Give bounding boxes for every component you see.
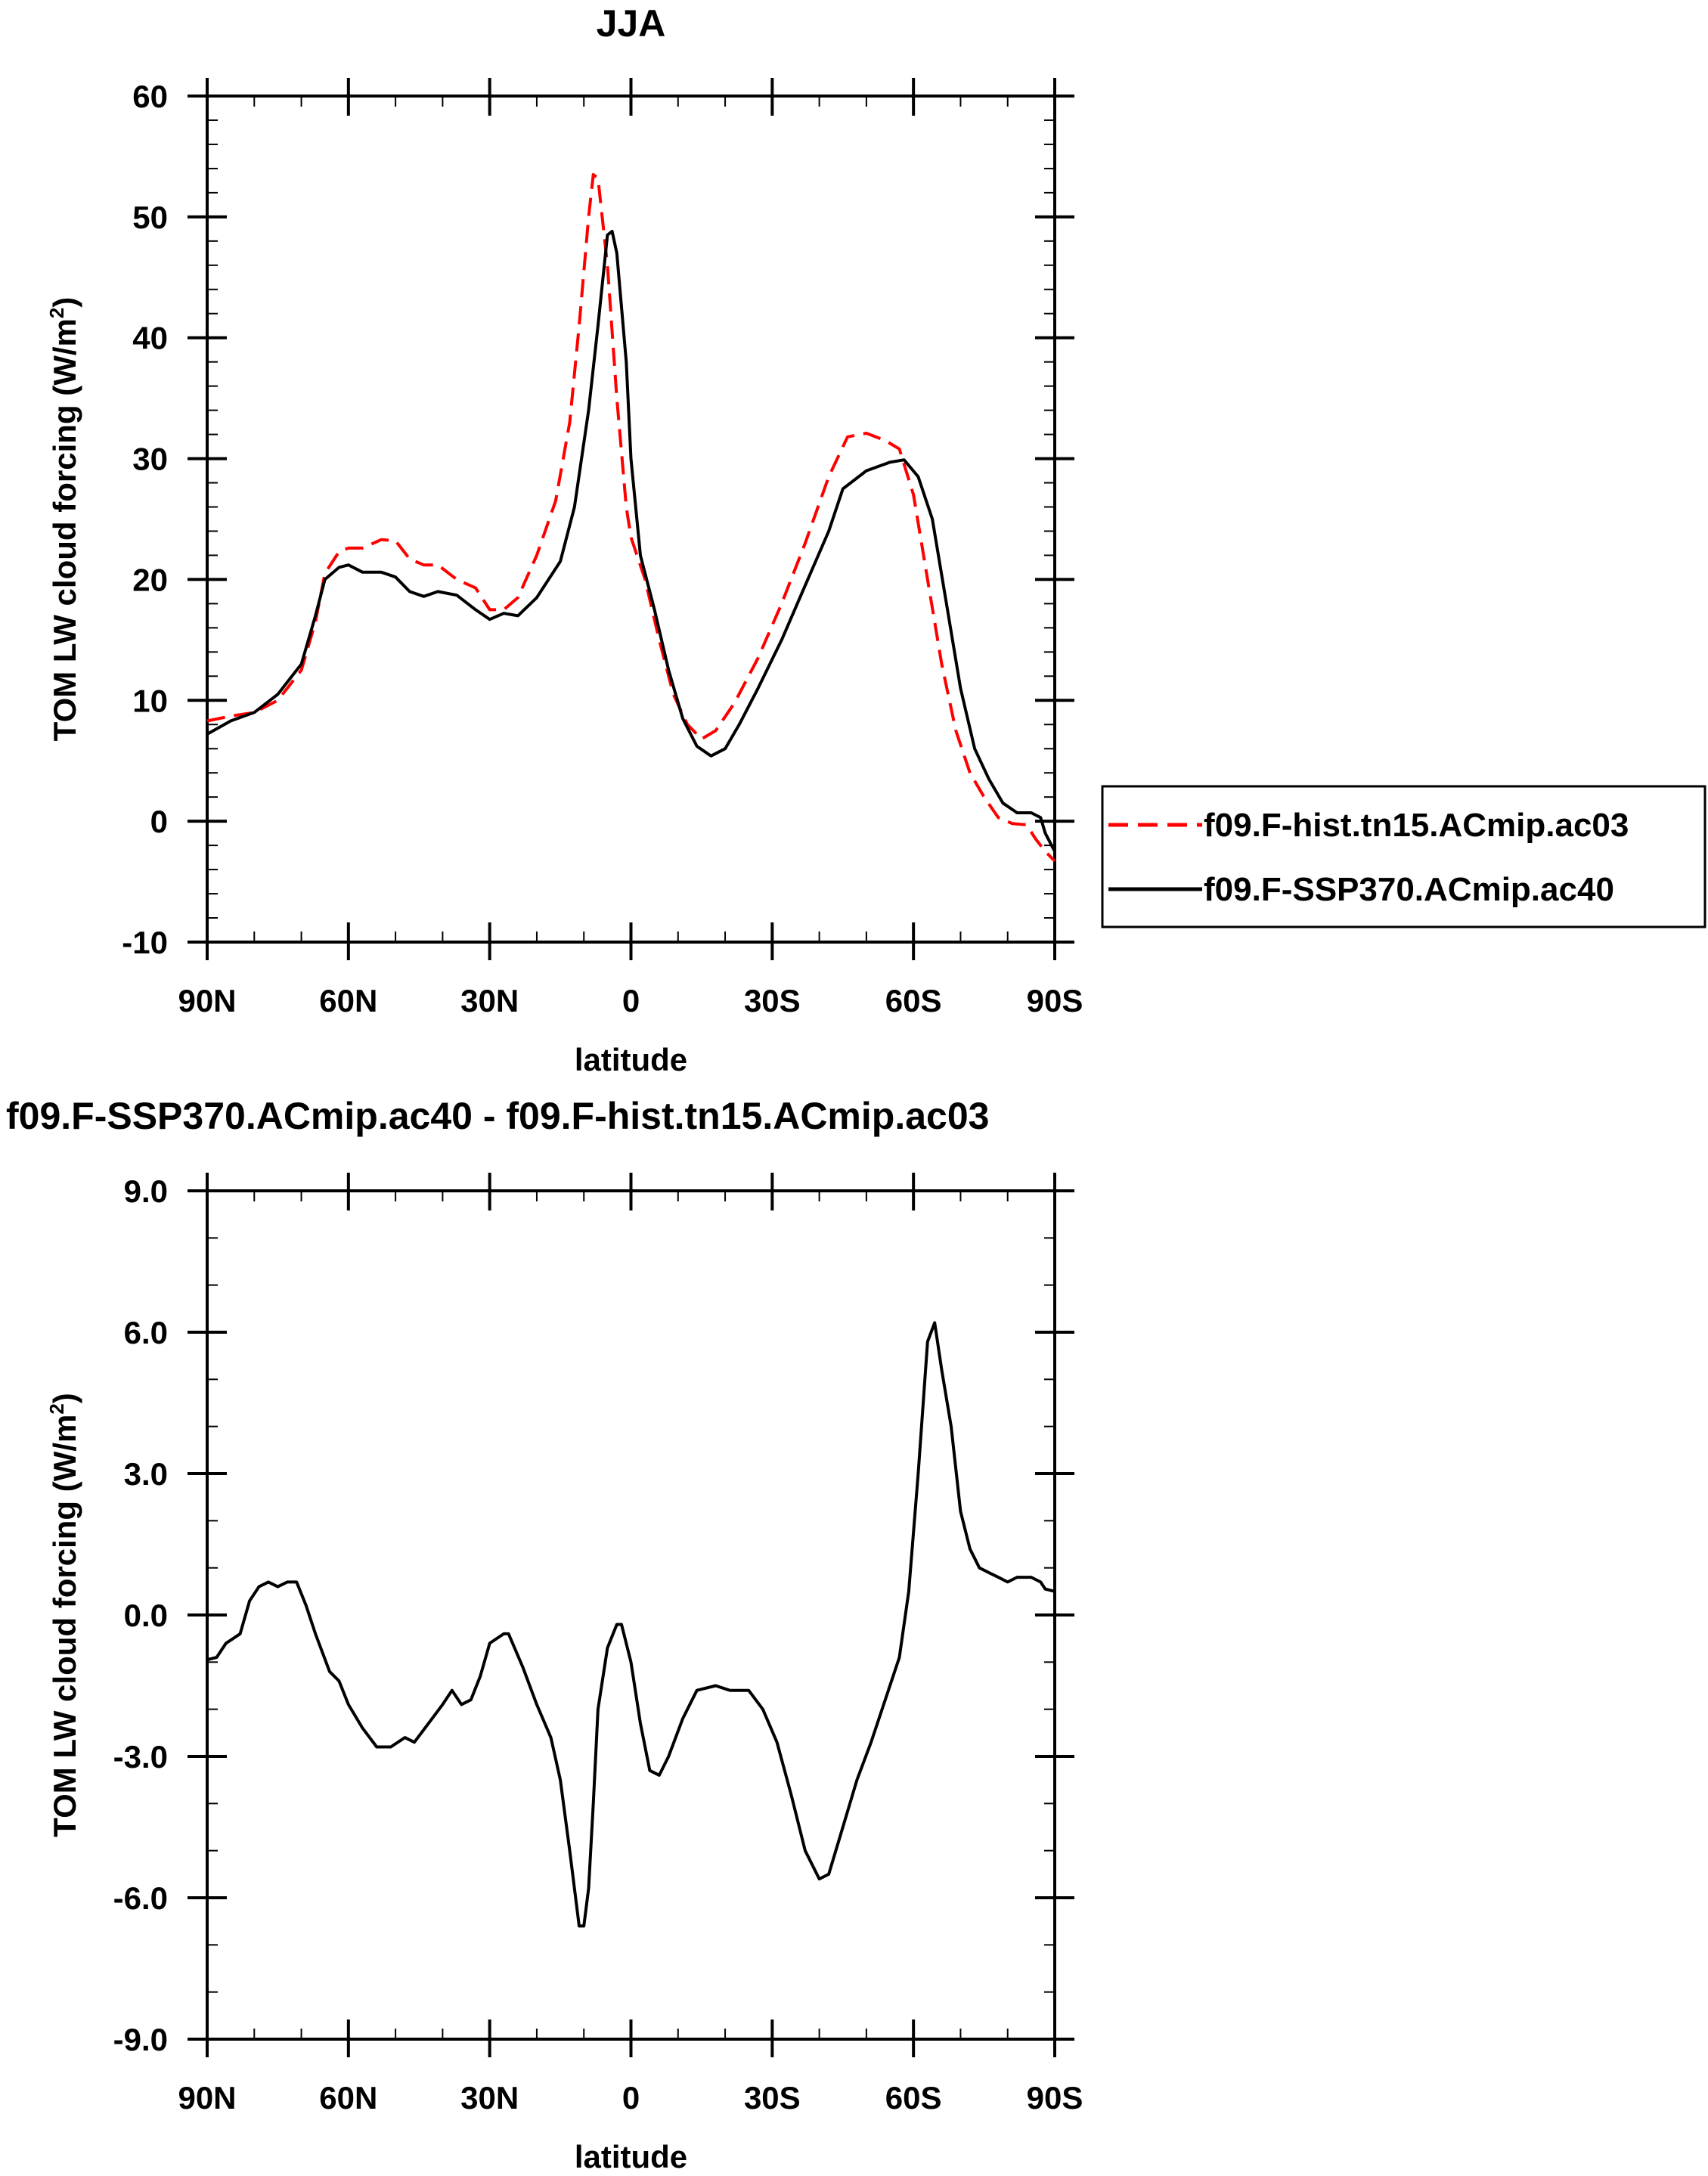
x-tick-label: 60N <box>319 2080 377 2116</box>
y-axis-title-main: TOM LW cloud forcing (W/m <box>47 1415 82 1837</box>
series-line-f09-f-hist-tn15-acmip-ac03 <box>206 172 1056 863</box>
y-axis-title: TOM LW cloud forcing (W/m2) <box>45 1393 82 1837</box>
chart-title: JJA <box>597 2 666 45</box>
x-axis-title: latitude <box>575 1042 687 1077</box>
legend-label-hist: f09.F-hist.tn15.ACmip.ac03 <box>1204 807 1629 844</box>
y-axis-title-superscript: 2 <box>45 308 68 318</box>
bottom-panel-difference: f09.F-SSP370.ACmip.ac40 - f09.F-hist.tn1… <box>6 1095 1083 2174</box>
x-tick-label: 30N <box>460 983 519 1018</box>
legend-box <box>1101 785 1706 928</box>
series-line-f09-f-ssp370-acmip-ac40 <box>206 230 1056 853</box>
x-tick-label: 30S <box>744 983 801 1018</box>
y-axis-title-superscript: 2 <box>45 1403 68 1414</box>
x-tick-label: 30N <box>460 2080 519 2116</box>
y-tick-label: 6.0 <box>124 1315 168 1350</box>
x-tick-label: 90S <box>1027 983 1083 1018</box>
y-tick-label: 10 <box>132 683 168 718</box>
x-tick-label: 90S <box>1027 2080 1083 2116</box>
y-tick-label: 40 <box>132 321 168 356</box>
series-line-difference <box>206 1321 1055 1928</box>
x-tick-label: 60S <box>885 983 942 1018</box>
chart-title: f09.F-SSP370.ACmip.ac40 - f09.F-hist.tn1… <box>6 1095 989 1137</box>
x-tick-label: 30S <box>744 2080 801 2116</box>
y-axis-title-end: ) <box>47 1393 82 1403</box>
y-axis-title-main: TOM LW cloud forcing (W/m <box>47 318 82 741</box>
y-tick-label: 60 <box>132 79 168 114</box>
y-tick-label: -10 <box>122 925 168 960</box>
y-tick-label: 30 <box>132 442 168 477</box>
top-panel-jja: JJA 90N 60N 30N 0 30S 60S 90S -10 0 10 20 30 40 50 60 la… <box>45 2 1083 1077</box>
y-tick-label: 3.0 <box>124 1456 168 1492</box>
y-tick-label: 0 <box>150 804 168 839</box>
y-tick-label: 0.0 <box>124 1598 168 1633</box>
x-tick-label: 60N <box>319 983 377 1018</box>
x-axis-title: latitude <box>575 2139 687 2174</box>
y-tick-label: -6.0 <box>113 1880 168 1916</box>
y-tick-label: 9.0 <box>124 1173 168 1209</box>
y-axis-title-end: ) <box>47 297 82 308</box>
x-tick-label: 90N <box>178 983 236 1018</box>
plot-frame <box>206 1189 1056 2041</box>
x-tick-label: 60S <box>885 2080 942 2116</box>
legend: f09.F-hist.tn15.ACmip.ac03 f09.F-SSP370.… <box>1101 785 1706 928</box>
y-tick-label: -3.0 <box>113 1739 168 1775</box>
x-tick-label: 90N <box>178 2080 236 2116</box>
plot-frame <box>206 95 1056 944</box>
y-tick-label: 50 <box>132 200 168 235</box>
x-tick-label: 0 <box>622 983 640 1018</box>
y-axis-title: TOM LW cloud forcing (W/m2) <box>45 297 82 742</box>
x-tick-label: 0 <box>622 2080 640 2116</box>
y-tick-label: -9.0 <box>113 2022 168 2057</box>
legend-label-ssp370: f09.F-SSP370.ACmip.ac40 <box>1204 871 1614 908</box>
y-tick-label: 20 <box>132 562 168 597</box>
